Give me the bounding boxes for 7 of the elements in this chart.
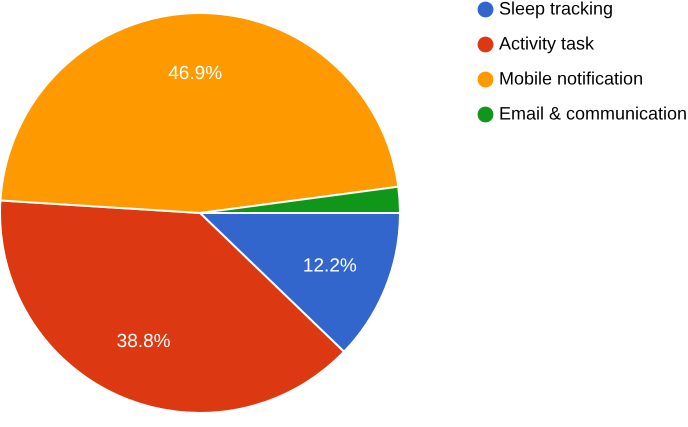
legend-label: Mobile notification <box>499 68 644 88</box>
data-label: 46.9% <box>168 63 222 84</box>
legend-label: Email & communication <box>499 104 688 124</box>
data-label: 38.8% <box>116 331 171 352</box>
legend-label: Activity task <box>499 34 596 54</box>
data-label: 12.2% <box>302 255 357 276</box>
legend-label: Sleep tracking <box>499 0 614 18</box>
